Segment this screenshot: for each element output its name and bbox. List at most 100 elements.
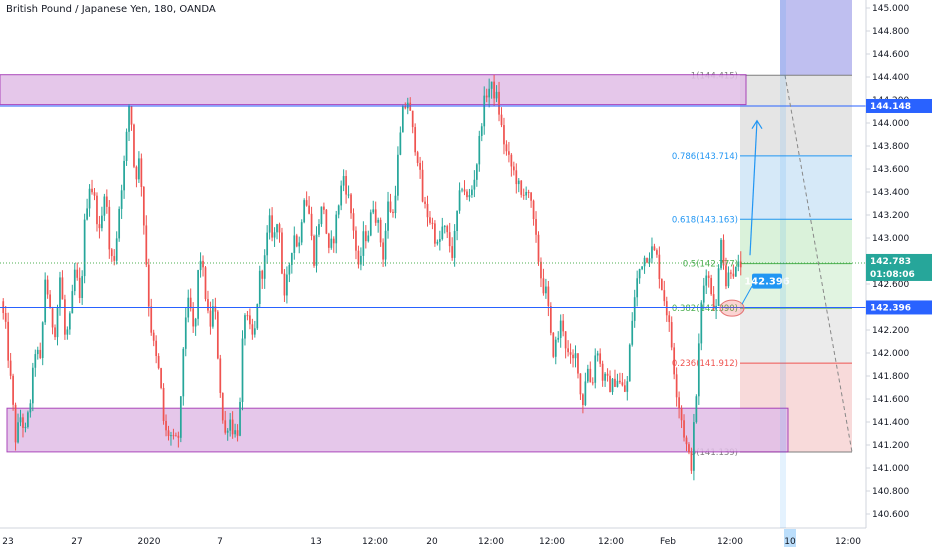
candle-body [61, 277, 64, 300]
y-axis-label: 140.800 [872, 487, 909, 497]
candle-body [27, 412, 29, 427]
x-axis-label: Feb [660, 537, 676, 547]
candle-body [599, 353, 602, 364]
candle-body [512, 166, 515, 171]
candle-body [229, 419, 232, 431]
candle-body [535, 219, 537, 235]
candle-body [424, 201, 426, 204]
candle-body [64, 299, 66, 335]
price-callout-label: 142.396 [744, 277, 790, 288]
x-axis-label: 7 [217, 537, 223, 547]
candle-body [663, 290, 666, 302]
support-price-tag-bg [866, 300, 932, 315]
candle-body [133, 124, 135, 167]
candle-body [680, 408, 683, 421]
candle-body [167, 430, 170, 436]
candle-body [73, 269, 76, 292]
candle-body [404, 106, 407, 109]
candle-body [690, 452, 693, 471]
candle-body [446, 226, 449, 233]
candle-body [189, 297, 192, 309]
candle-body [268, 215, 271, 233]
candle-body [202, 260, 204, 268]
countdown-tag: 01:08:06 [870, 270, 915, 280]
chart-title: British Pound / Japanese Yen, 180, OANDA [6, 4, 216, 15]
candle-body [323, 206, 325, 210]
candle-body [510, 154, 513, 167]
candle-body [552, 332, 555, 357]
candle-body [182, 348, 185, 397]
candle-body [508, 151, 510, 155]
candle-body [641, 266, 643, 270]
candle-body [96, 195, 98, 225]
candle-body [443, 226, 446, 228]
candle-body [468, 195, 471, 198]
candles [2, 74, 742, 481]
candle-body [397, 154, 399, 196]
candle-body [490, 81, 493, 89]
candle-body [239, 401, 241, 436]
candle-body [675, 374, 678, 398]
fib-band [740, 308, 852, 364]
candle-body [720, 239, 722, 269]
candle-body [290, 252, 293, 265]
candle-body [438, 239, 441, 242]
candle-body [567, 348, 569, 353]
candle-body [651, 246, 653, 259]
candle-body [310, 213, 313, 236]
candle-body [532, 200, 535, 220]
candle-body [34, 354, 37, 368]
candle-body [273, 232, 276, 238]
fib-band [740, 75, 852, 156]
candle-body [46, 279, 49, 295]
candle-body [700, 302, 703, 344]
entry-marker [719, 299, 745, 317]
candle-body [184, 317, 187, 349]
candle-body [658, 254, 661, 280]
candle-body [234, 430, 236, 435]
candle-body [569, 352, 572, 355]
candle-body [623, 385, 626, 392]
candle-body [697, 343, 700, 397]
y-axis-label: 145.000 [872, 4, 909, 14]
candle-body [221, 392, 224, 421]
fib-band [740, 155, 852, 220]
candle-body [295, 235, 298, 247]
candle-body [717, 268, 720, 306]
candle-body [29, 403, 32, 413]
candle-body [668, 315, 671, 323]
candle-body [115, 238, 118, 261]
candle-body [207, 299, 209, 311]
resistance-price-tag: 144.148 [870, 102, 911, 112]
candle-body [165, 420, 167, 431]
candle-body [155, 340, 158, 357]
x-axis-label: 27 [71, 537, 82, 547]
candle-body [22, 417, 24, 428]
candle-body [725, 265, 727, 287]
y-axis-label: 141.800 [872, 372, 909, 382]
fib-label: 0.618(143.163) [672, 215, 738, 225]
candle-body [298, 242, 301, 247]
candle-body [31, 367, 34, 404]
candle-body [236, 430, 239, 436]
target-arrow [749, 120, 758, 256]
candle-body [488, 88, 491, 98]
candle-body [545, 286, 547, 294]
candle-body [197, 270, 199, 319]
candle-body [276, 224, 278, 233]
candle-body [214, 306, 217, 312]
candle-body [379, 219, 382, 243]
candle-body [673, 347, 676, 375]
candle-body [707, 275, 710, 278]
candle-body [364, 231, 367, 242]
countdown-tag-bg [866, 266, 932, 281]
fib-band [740, 219, 852, 264]
candle-body [619, 380, 621, 383]
candle-body [44, 279, 47, 323]
candle-body [441, 226, 444, 240]
candle-body [517, 180, 520, 185]
candle-body [475, 164, 478, 180]
candle-body [653, 246, 656, 251]
